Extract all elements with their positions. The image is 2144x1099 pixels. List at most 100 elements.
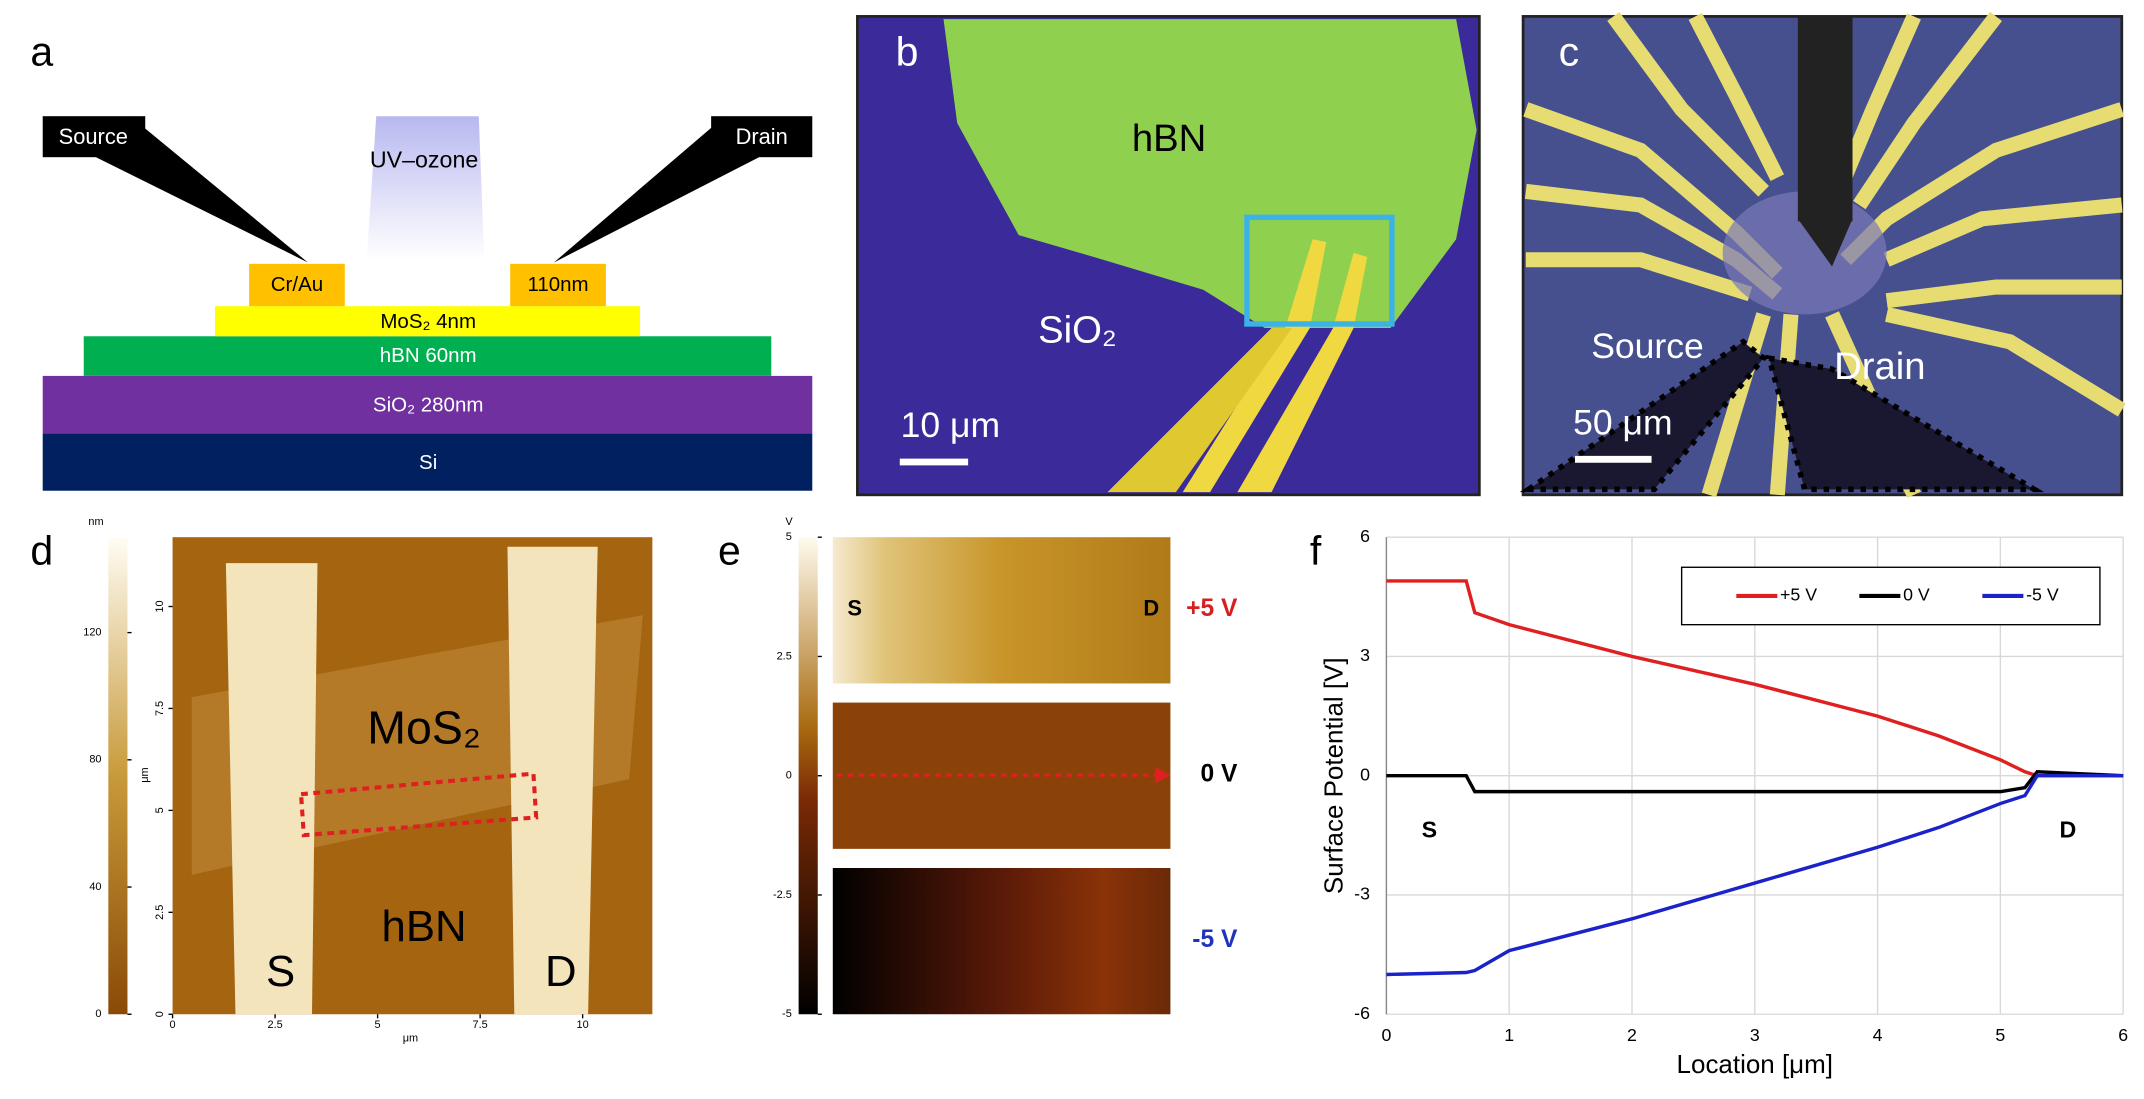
probe-label: Source <box>1591 326 1704 366</box>
panel-label: f <box>1310 527 1322 573</box>
panel-f: f 0 1 2 3 4 5 6 -6 -3 0 3 6 Location [μm] Surface Pote… <box>1310 526 2128 1079</box>
probe <box>1797 16 1853 222</box>
series-line <box>1386 774 2124 977</box>
panel-label: a <box>30 29 53 75</box>
panel-e: e V S D -5 -2.5 0 2.5 5 +5 V 0 V -5 V <box>718 516 1238 1020</box>
legend-label: -5 V <box>2026 585 2059 605</box>
probe <box>96 116 308 263</box>
colorbar <box>108 537 128 1015</box>
bias-label: +5 V <box>1186 595 1238 622</box>
colorbar-tick-label: 0 <box>786 770 792 782</box>
scale-label: 10 μm <box>901 405 1000 445</box>
si-layer <box>42 433 813 491</box>
x-tick-label: 0 <box>170 1019 176 1031</box>
probe-label: Drain <box>1834 345 1925 388</box>
flake-label: hBN <box>1132 117 1206 160</box>
x-tick-label: 2 <box>1627 1025 1637 1045</box>
panel-label: d <box>30 527 53 573</box>
y-tick-label: 7.5 <box>154 701 166 716</box>
y-tick-label: -3 <box>1354 884 1370 904</box>
annotation: D <box>2060 817 2077 843</box>
layer-label: Si <box>419 451 437 474</box>
y-tick-label: 3 <box>1360 645 1370 665</box>
y-tick-label: 10 <box>154 600 166 612</box>
profile-arrow <box>1155 766 1171 784</box>
axis-label: μm <box>139 767 151 782</box>
y-tick-label: 2.5 <box>154 905 166 920</box>
colorbar-tick-label: 40 <box>89 881 101 893</box>
series-line <box>1386 770 2124 794</box>
y-tick-label: 0 <box>154 1011 166 1017</box>
contact <box>510 263 606 307</box>
uv-beam <box>366 116 485 260</box>
panel-b: b hBN SiO₂ 10 μm <box>856 15 1481 497</box>
layer-label: hBN 60nm <box>380 344 477 367</box>
probe-shadow <box>1765 354 2045 493</box>
legend-label: 0 V <box>1903 585 1930 605</box>
scale-label: 50 μm <box>1573 403 1672 443</box>
colorbar <box>798 537 818 1015</box>
electrode-label: S <box>266 947 295 996</box>
layer-label: MoS₂ 4nm <box>380 310 476 333</box>
y-axis-label: Surface Potential [V] <box>1319 657 1349 894</box>
x-tick-label: 3 <box>1750 1025 1760 1045</box>
kpfm-map <box>832 537 1171 684</box>
colorbar-tick-label: 120 <box>83 626 101 638</box>
x-axis-label: Location [μm] <box>1677 1049 1833 1079</box>
mos2-layer <box>214 306 641 337</box>
layer-label: SiO₂ 280nm <box>373 393 484 416</box>
colorbar-tick-label: 80 <box>89 754 101 766</box>
legend-label: +5 V <box>1780 585 1817 605</box>
panel-label: e <box>718 527 741 573</box>
x-tick-label: 5 <box>1995 1025 2005 1045</box>
colorbar-tick-label: 0 <box>95 1008 101 1020</box>
hbn-flake <box>943 19 1477 329</box>
probe-label: Drain <box>736 124 788 149</box>
electrode-label: S <box>847 595 862 620</box>
y-tick-label: -6 <box>1354 1003 1370 1023</box>
uv-label: UV–ozone <box>370 146 478 172</box>
probe <box>553 116 759 263</box>
x-tick-label: 2.5 <box>267 1019 282 1031</box>
region-label: hBN <box>382 902 467 951</box>
y-tick-label: 5 <box>154 807 166 813</box>
probe-tip <box>1797 218 1853 267</box>
substrate-label: SiO₂ <box>1038 308 1117 351</box>
colorbar-tick-label: -2.5 <box>773 889 792 901</box>
y-tick-label: 6 <box>1360 526 1370 546</box>
bias-label: 0 V <box>1200 761 1238 788</box>
electrode <box>225 563 318 1015</box>
electrode-label: D <box>1143 595 1159 620</box>
contact-label: 110nm <box>527 273 588 296</box>
panel-a: a UV–ozone MoS₂ 4nm hBN 60nm SiO₂ 280nm … <box>30 29 813 491</box>
kpfm-map <box>832 867 1171 1015</box>
electrode <box>507 546 598 1015</box>
probe-shadow <box>1519 338 1768 493</box>
probe-box <box>42 116 146 158</box>
colorbar-tick-label: 2.5 <box>777 650 792 662</box>
x-tick-label: 5 <box>375 1019 381 1031</box>
panel-label: c <box>1559 29 1580 75</box>
sio2-layer <box>42 375 813 434</box>
probe-box <box>711 116 813 158</box>
panel-d: d nm MoS₂ hBN S D μm μm 0 40 80 120 0 2.5 5 7.5… <box>30 516 653 1045</box>
colorbar-unit: V <box>785 516 793 528</box>
contact-label: Cr/Au <box>271 273 323 296</box>
region-label: MoS₂ <box>367 702 481 754</box>
lead <box>1237 252 1368 493</box>
y-tick-label: 0 <box>1360 764 1370 784</box>
axis-label: μm <box>403 1033 418 1045</box>
x-tick-label: 7.5 <box>473 1019 488 1031</box>
region-box <box>1244 214 1395 327</box>
probe-label: Source <box>59 124 128 149</box>
contact <box>249 263 345 307</box>
bias-label: -5 V <box>1192 926 1238 953</box>
x-tick-label: 10 <box>577 1019 589 1031</box>
panel-label: b <box>896 29 919 75</box>
hbn-layer <box>83 336 772 376</box>
x-tick-label: 0 <box>1381 1025 1391 1045</box>
colorbar-tick-label: 5 <box>786 531 792 543</box>
panel-c: c Source Drain 50 μm <box>1519 11 2126 498</box>
x-tick-label: 6 <box>2118 1025 2128 1045</box>
